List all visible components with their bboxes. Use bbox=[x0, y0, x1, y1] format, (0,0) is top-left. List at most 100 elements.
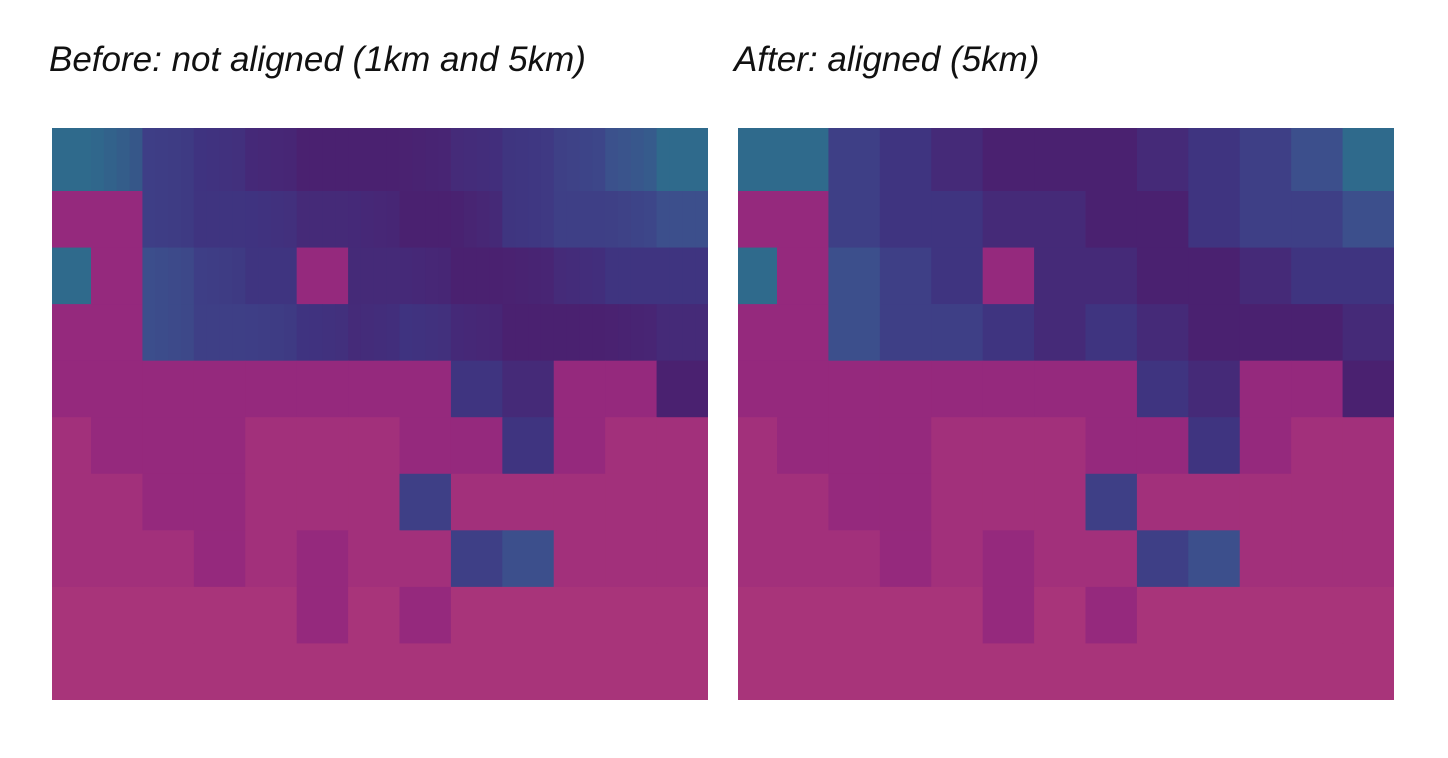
fine-grid-cell bbox=[695, 304, 708, 362]
grid-cell bbox=[1342, 247, 1394, 305]
fine-grid-cell bbox=[643, 304, 658, 362]
fine-grid-cell bbox=[463, 128, 478, 192]
grid-cell bbox=[656, 643, 708, 700]
grid-cell bbox=[1136, 247, 1189, 305]
grid-cell bbox=[931, 586, 984, 645]
grid-cell bbox=[502, 643, 555, 700]
grid-cell bbox=[738, 530, 778, 588]
grid-cell bbox=[1085, 643, 1138, 700]
fine-grid-cell bbox=[245, 304, 259, 362]
grid-cell bbox=[399, 417, 452, 475]
grid-cell bbox=[738, 360, 778, 418]
grid-cell bbox=[828, 128, 881, 192]
grid-cell bbox=[1188, 417, 1241, 475]
grid-cell bbox=[348, 417, 401, 475]
fine-grid-cell bbox=[630, 128, 645, 192]
fine-grid-cell bbox=[348, 247, 362, 305]
fine-grid-cell bbox=[515, 128, 529, 192]
grid-cell bbox=[245, 417, 298, 475]
fine-grid-cell bbox=[348, 191, 362, 249]
grid-cell bbox=[828, 473, 881, 531]
grid-cell bbox=[879, 191, 932, 249]
grid-cell bbox=[605, 643, 658, 700]
fine-grid-cell bbox=[322, 304, 336, 362]
grid-cell bbox=[450, 530, 503, 588]
before-raster-grid bbox=[52, 128, 708, 700]
fine-grid-cell bbox=[283, 128, 298, 192]
grid-cell bbox=[193, 643, 246, 700]
grid-cell bbox=[91, 417, 144, 475]
fine-grid-cell bbox=[425, 304, 439, 362]
fine-grid-cell bbox=[322, 128, 336, 192]
fine-grid-cell bbox=[155, 247, 169, 305]
grid-cell bbox=[738, 247, 778, 305]
grid-cell bbox=[1085, 191, 1138, 249]
grid-cell bbox=[605, 360, 658, 418]
grid-cell bbox=[777, 304, 830, 362]
fine-grid-cell bbox=[412, 247, 426, 305]
grid-cell bbox=[1034, 360, 1087, 418]
fine-grid-cell bbox=[630, 304, 645, 362]
grid-cell bbox=[777, 128, 830, 192]
after-panel-title: After: aligned (5km) bbox=[734, 40, 1040, 79]
fine-grid-cell bbox=[476, 247, 491, 305]
grid-cell bbox=[553, 473, 606, 531]
grid-cell bbox=[777, 417, 830, 475]
grid-cell bbox=[931, 304, 984, 362]
grid-cell bbox=[1239, 530, 1292, 588]
grid-cell bbox=[1291, 128, 1344, 192]
grid-cell bbox=[1085, 247, 1138, 305]
grid-cell bbox=[399, 586, 452, 645]
fine-grid-cell bbox=[168, 304, 182, 362]
grid-cell bbox=[450, 473, 503, 531]
fine-grid-cell bbox=[270, 304, 285, 362]
grid-cell bbox=[348, 360, 401, 418]
grid-cell bbox=[1136, 643, 1189, 700]
grid-cell bbox=[1034, 128, 1087, 192]
grid-cell bbox=[1342, 530, 1394, 588]
fine-grid-cell bbox=[489, 304, 503, 362]
grid-cell bbox=[1342, 191, 1394, 249]
fine-grid-cell bbox=[168, 128, 182, 192]
grid-cell bbox=[879, 473, 932, 531]
fine-grid-cell bbox=[438, 304, 452, 362]
fine-grid-cell bbox=[592, 191, 606, 249]
fine-grid-cell bbox=[515, 247, 529, 305]
fine-grid-cell bbox=[669, 128, 683, 192]
grid-cell bbox=[982, 530, 1035, 588]
fine-grid-cell bbox=[695, 191, 708, 249]
fine-grid-cell bbox=[553, 304, 568, 362]
grid-cell bbox=[828, 304, 881, 362]
fine-grid-cell bbox=[155, 128, 169, 192]
grid-cell bbox=[91, 586, 144, 645]
grid-cell bbox=[1085, 128, 1138, 192]
grid-cell bbox=[1136, 530, 1189, 588]
grid-cell bbox=[828, 643, 881, 700]
fine-grid-cell bbox=[360, 128, 375, 192]
fine-grid-cell bbox=[438, 247, 452, 305]
grid-cell bbox=[1085, 530, 1138, 588]
grid-cell bbox=[1291, 360, 1344, 418]
fine-grid-cell bbox=[245, 191, 259, 249]
fine-grid-cell bbox=[155, 304, 169, 362]
grid-cell bbox=[656, 586, 708, 645]
grid-cell bbox=[982, 360, 1035, 418]
fine-grid-cell bbox=[540, 191, 555, 249]
grid-cell bbox=[738, 304, 778, 362]
grid-cell bbox=[52, 473, 92, 531]
grid-cell bbox=[777, 191, 830, 249]
grid-cell bbox=[245, 586, 298, 645]
fine-grid-cell bbox=[618, 304, 632, 362]
grid-cell bbox=[1085, 304, 1138, 362]
grid-cell bbox=[1188, 247, 1241, 305]
grid-cell bbox=[931, 417, 984, 475]
fine-grid-cell bbox=[180, 304, 195, 362]
fine-grid-cell bbox=[656, 304, 671, 362]
fine-grid-cell bbox=[193, 191, 208, 249]
grid-cell bbox=[553, 360, 606, 418]
grid-cell bbox=[931, 643, 984, 700]
fine-grid-cell bbox=[618, 191, 632, 249]
fine-grid-cell bbox=[682, 304, 696, 362]
grid-cell bbox=[931, 191, 984, 249]
fine-grid-cell bbox=[579, 304, 593, 362]
